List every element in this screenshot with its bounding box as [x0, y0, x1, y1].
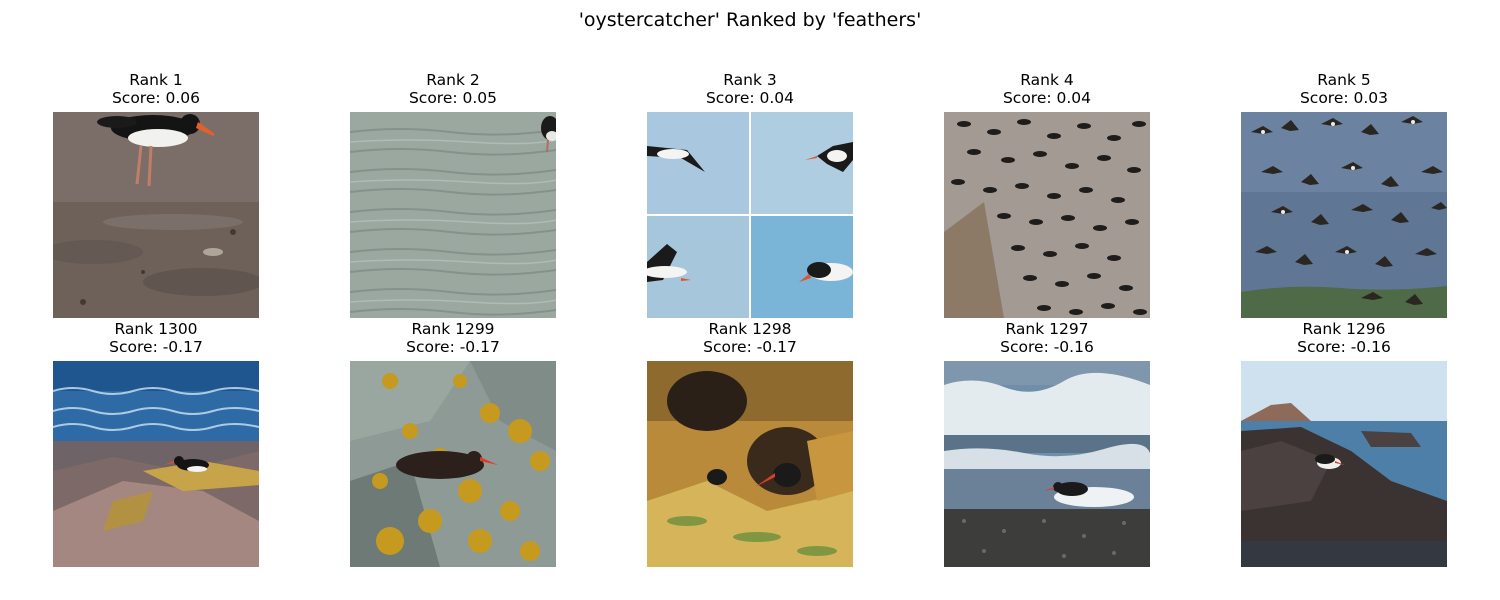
- score-label: Score: 0.04: [1002, 89, 1092, 107]
- score-label: Score: 0.05: [408, 89, 498, 107]
- thumbnail-image: [350, 112, 556, 318]
- panel-caption: Rank 4 Score: 0.04: [904, 71, 1190, 107]
- panel-caption: Rank 5 Score: 0.03: [1201, 71, 1487, 107]
- panel-caption: Rank 3 Score: 0.04: [607, 71, 893, 107]
- rank-label: Rank 1300: [114, 320, 198, 338]
- thumbnail-image: [944, 112, 1150, 318]
- panel-caption: Rank 1296 Score: -0.16: [1201, 320, 1487, 356]
- rank-label: Rank 4: [1020, 71, 1074, 89]
- rank-label: Rank 1296: [1302, 320, 1386, 338]
- rank-label: Rank 1299: [411, 320, 495, 338]
- thumbnail-image: [647, 112, 853, 318]
- panel-caption: Rank 1299 Score: -0.17: [310, 320, 596, 356]
- rank-label: Rank 2: [426, 71, 480, 89]
- panel-caption: Rank 2 Score: 0.05: [310, 71, 596, 107]
- thumbnail-image: [53, 361, 259, 567]
- panel-caption: Rank 1298 Score: -0.17: [607, 320, 893, 356]
- score-label: Score: 0.03: [1299, 89, 1389, 107]
- panel-caption: Rank 1 Score: 0.06: [13, 71, 299, 107]
- thumbnail-image: [1241, 112, 1447, 318]
- score-label: Score: -0.16: [1297, 338, 1391, 356]
- score-label: Score: -0.17: [406, 338, 500, 356]
- score-label: Score: -0.17: [703, 338, 797, 356]
- rank-label: Rank 1297: [1005, 320, 1089, 338]
- score-label: Score: -0.17: [109, 338, 203, 356]
- thumbnail-image: [350, 361, 556, 567]
- thumbnail-image: [1241, 361, 1447, 567]
- panel-caption: Rank 1300 Score: -0.17: [13, 320, 299, 356]
- panel-caption: Rank 1297 Score: -0.16: [904, 320, 1190, 356]
- score-label: Score: 0.04: [705, 89, 795, 107]
- thumbnail-image: [944, 361, 1150, 567]
- score-label: Score: -0.16: [1000, 338, 1094, 356]
- rank-label: Rank 5: [1317, 71, 1371, 89]
- rank-label: Rank 1298: [708, 320, 792, 338]
- figure-title: 'oystercatcher' Ranked by 'feathers': [578, 9, 922, 31]
- score-label: Score: 0.06: [111, 89, 201, 107]
- thumbnail-image: [53, 112, 259, 318]
- rank-label: Rank 3: [723, 71, 777, 89]
- thumbnail-image: [647, 361, 853, 567]
- rank-label: Rank 1: [129, 71, 183, 89]
